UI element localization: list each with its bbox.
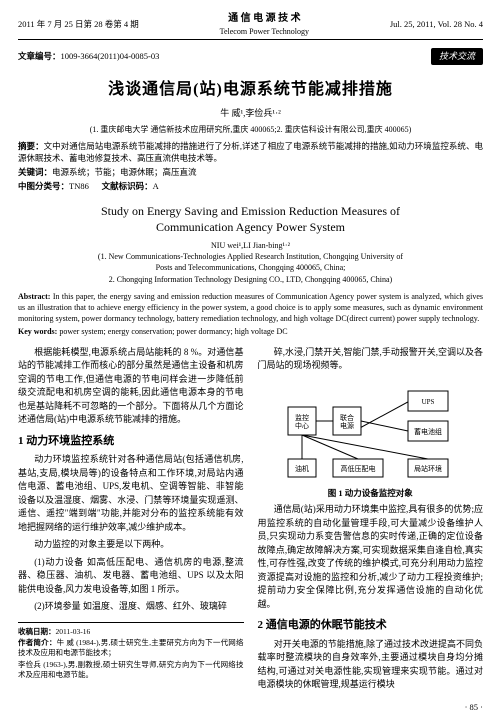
keywords-cn-text: 电源系统；节能；电源休眠；高压直流 [52,167,197,177]
footnote-recv-text: 2011-03-16 [56,627,91,636]
section-1-heading: 1 动力环境监控系统 [18,433,244,450]
page-header: 2011 年 7 月 25 日第 28 卷第 4 期 通 信 电 源 技 术 T… [18,12,483,40]
section-2-heading: 2 通信电源的休眠节能技术 [258,617,484,634]
journal-name-cn: 通 信 电 源 技 术 [220,12,309,26]
article-id: 文章编号：1009-3664(2011)04-0085-03 [18,51,159,63]
abstract-en-text: In this paper, the energy saving and emi… [18,292,483,323]
abstract-en: Abstract: In this paper, the energy savi… [18,291,483,325]
para-intro: 根据能耗模型,电源系统占局站能耗的 8 %。对通信基站的节能减排工作而核心的部分… [18,346,244,427]
para-2: 动力环境监控系统针对各种通信局站(包括通信机房,基站,支局,模块局等)的设备特点… [18,453,244,534]
abstract-en-label: Abstract: [18,292,50,301]
left-column: 根据能耗模型,电源系统占局站能耗的 8 %。对通信基站的节能减排工作而核心的部分… [18,346,244,696]
article-id-row: 文章编号：1009-3664(2011)04-0085-03 技术交流 [18,48,483,65]
figure-1-svg: 监控中心 联合电源 UPS 蓄电池组油机 高低压配电 局站环境 [278,377,463,485]
para-6: 碎,水浸,门禁开关,智能门禁,手动报警开关,空调以及各门局站的现场视频等。 [258,346,484,373]
svg-text:蓄电池组: 蓄电池组 [414,427,442,436]
section-badge: 技术交流 [431,48,483,65]
doc-code-value: A [153,181,159,191]
doc-code-label: 文献标识码： [102,181,153,191]
header-right: Jul. 25, 2011, Vol. 28 No. 4 [390,19,483,31]
cls-label: 中图分类号： [18,181,69,191]
abstract-cn-text: 文中对通信局站电源系统节能减排的措施进行了分析,详述了相应了电源系统节能减排的措… [18,141,483,163]
journal-name-en: Telecom Power Technology [220,26,309,37]
abstract-cn-label: 摘要： [18,141,44,151]
header-center: 通 信 电 源 技 术 Telecom Power Technology [220,12,309,37]
affil-en-1: (1. New Communications-Technologies Appl… [18,251,483,262]
cls-value: TN86 [69,181,89,191]
para-3: 动力监控的对象主要是以下两种。 [18,538,244,552]
svg-text:油机: 油机 [295,464,309,473]
svg-text:高低压配电: 高低压配电 [340,464,375,473]
keywords-en-label: Key words: [18,327,57,336]
svg-text:UPS: UPS [421,398,434,406]
keywords-en: Key words: power system; energy conserva… [18,326,483,337]
figure-1: 监控中心 联合电源 UPS 蓄电池组油机 高低压配电 局站环境 图 1 动力设备监控对象 [258,377,484,500]
title-cn: 浅谈通信局(站)电源系统节能减排措施 [18,79,483,101]
figure-1-caption: 图 1 动力设备监控对象 [258,487,484,500]
footnote-block: 收稿日期：2011-03-16 作者简介：牛 威 (1984-),男,硕士研究生… [18,622,244,680]
para-7: 通信局(站)采用动力环境集中监控,具有很多的优势;应用监控系统的自动化量管理手段… [258,503,484,611]
article-id-label: 文章编号： [18,51,61,61]
svg-text:监控: 监控 [295,413,309,422]
keywords-en-text: power system; energy conservation; power… [57,327,287,336]
para-4: (1)动力设备 如高低压配电、通信机房的电源,整流器、稳压器、油机、发电器、蓄电… [18,556,244,597]
body-columns: 根据能耗模型,电源系统占局站能耗的 8 %。对通信基站的节能减排工作而核心的部分… [18,346,483,696]
title-en: Study on Energy Saving and Emission Redu… [18,203,483,237]
authors-cn: 牛 威¹,李俭兵¹·² [18,107,483,120]
authors-en: NIU wei¹,LI Jian-bing¹·² [18,240,483,251]
keywords-cn: 关键词：电源系统；节能；电源休眠；高压直流 [18,167,483,179]
svg-text:电源: 电源 [340,421,354,430]
affil-en-3: 2. Chongqing Information Technology Desi… [18,274,483,285]
footnote-recv-label: 收稿日期： [18,627,56,636]
footnote-recv: 收稿日期：2011-03-16 [18,627,244,637]
right-column: 碎,水浸,门禁开关,智能门禁,手动报警开关,空调以及各门局站的现场视频等。 监控… [258,346,484,696]
para-5: (2)环境参量 如温度、湿度、烟感、红外、玻璃碎 [18,600,244,614]
affil-en-2: Posts and Telecommunications, Chongqing … [18,262,483,273]
svg-text:局站环境: 局站环境 [414,464,442,473]
affiliations-cn: (1. 重庆邮电大学 通信新技术应用研究所,重庆 400065;2. 重庆信科设… [18,124,483,135]
header-left: 2011 年 7 月 25 日第 28 卷第 4 期 [18,19,139,31]
article-id-value: 1009-3664(2011)04-0085-03 [61,51,160,61]
title-en-1: Study on Energy Saving and Emission Redu… [18,203,483,220]
svg-text:中心: 中心 [295,421,309,430]
footnote-author-2: 李俭兵 (1963-),男,副教授,硕士研究生导师,研究方向为下一代网络技术及应… [18,660,244,680]
classification-line: 中图分类号：TN86 文献标识码：A [18,181,483,193]
abstract-cn: 摘要：文中对通信局站电源系统节能减排的措施进行了分析,详述了相应了电源系统节能减… [18,141,483,165]
keywords-cn-label: 关键词： [18,167,52,177]
page-number: · 85 · [18,702,483,714]
footnote-author-label: 作者简介： [18,638,57,647]
svg-text:联合: 联合 [340,413,354,422]
footnote-author-1: 作者简介：牛 威 (1984-),男,硕士研究生,主要研究方向为下一代网络技术及… [18,638,244,658]
title-en-2: Communication Agency Power System [18,219,483,236]
para-8: 对开关电源的节能措施,除了通过技术改进提高不同负载率时整流模块的自身效率外,主要… [258,638,484,692]
